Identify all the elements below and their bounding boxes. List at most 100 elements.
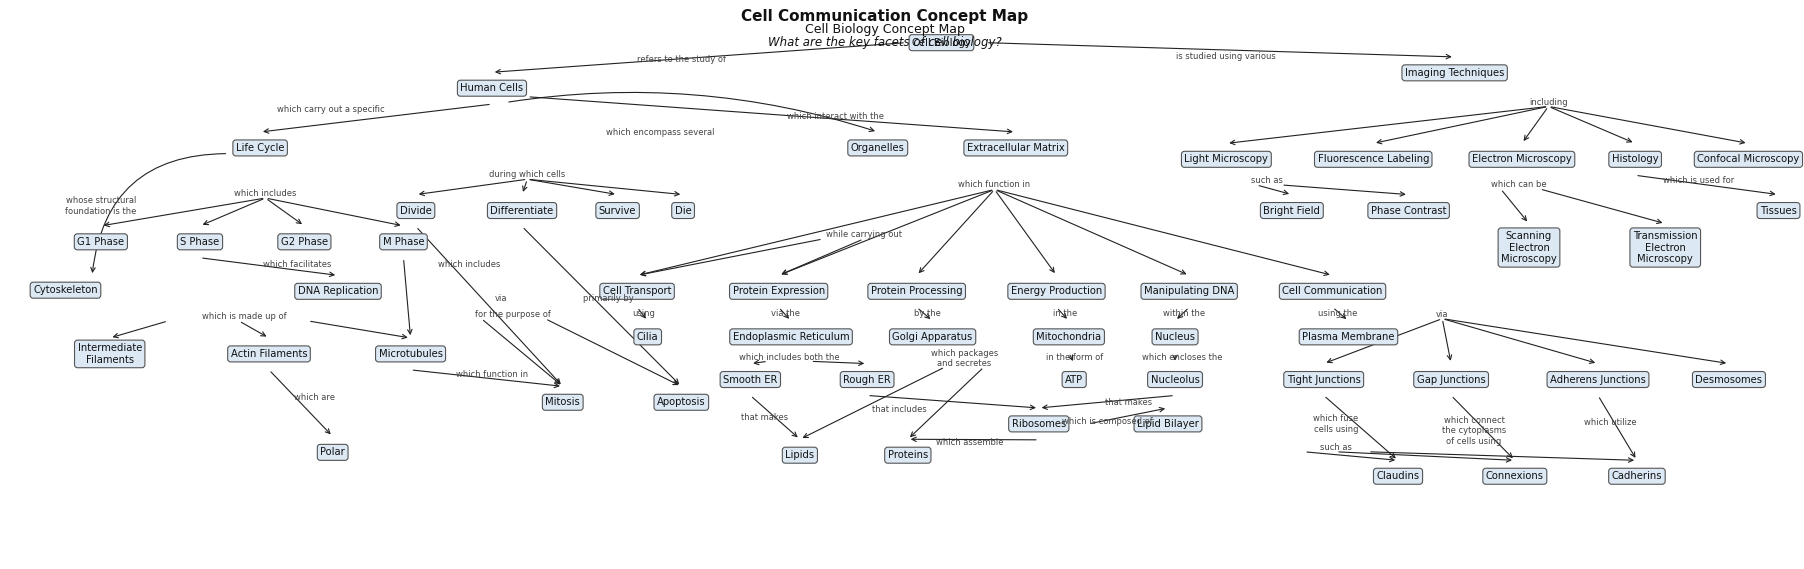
Text: in the: in the xyxy=(1054,309,1077,318)
Text: Intermediate
Filaments: Intermediate Filaments xyxy=(78,343,143,365)
Text: which assemble: which assemble xyxy=(936,438,1003,447)
Text: Lipid Bilayer: Lipid Bilayer xyxy=(1137,419,1200,429)
Text: Electron Microscopy: Electron Microscopy xyxy=(1472,154,1571,164)
Text: Actin Filaments: Actin Filaments xyxy=(231,349,307,359)
Text: Smooth ER: Smooth ER xyxy=(723,374,778,385)
Text: What are the key facets of cell biology?: What are the key facets of cell biology? xyxy=(769,36,1001,49)
Text: such as: such as xyxy=(1321,443,1351,452)
Text: that includes: that includes xyxy=(871,405,927,414)
Text: by the: by the xyxy=(915,309,940,318)
Text: which is used for: which is used for xyxy=(1663,176,1734,185)
Text: Rough ER: Rough ER xyxy=(842,374,891,385)
Text: which is composed of: which is composed of xyxy=(1063,417,1153,426)
Text: which encompass several: which encompass several xyxy=(606,127,714,137)
Text: Cell Biology Concept Map: Cell Biology Concept Map xyxy=(805,23,965,36)
Text: Confocal Microscopy: Confocal Microscopy xyxy=(1698,154,1800,164)
Text: Human Cells: Human Cells xyxy=(460,83,523,93)
Text: Phase Contrast: Phase Contrast xyxy=(1371,205,1447,216)
Text: Apoptosis: Apoptosis xyxy=(657,397,705,407)
Text: Imaging Techniques: Imaging Techniques xyxy=(1405,68,1505,78)
Text: which carry out a specific: which carry out a specific xyxy=(278,105,384,114)
Text: Survive: Survive xyxy=(599,205,637,216)
Text: whose structural
foundation is the: whose structural foundation is the xyxy=(65,196,137,216)
Text: which includes: which includes xyxy=(235,189,296,198)
Text: S Phase: S Phase xyxy=(180,237,220,247)
Text: Manipulating DNA: Manipulating DNA xyxy=(1144,286,1234,296)
Text: ATP: ATP xyxy=(1064,374,1082,385)
Text: Nucleolus: Nucleolus xyxy=(1151,374,1200,385)
Text: Desmosomes: Desmosomes xyxy=(1696,374,1763,385)
Text: which function in: which function in xyxy=(456,370,529,379)
Text: Claudins: Claudins xyxy=(1376,471,1420,481)
Text: Transmission
Electron
Microscopy: Transmission Electron Microscopy xyxy=(1633,231,1698,264)
Text: which utilize: which utilize xyxy=(1584,418,1636,427)
Text: Cytoskeleton: Cytoskeleton xyxy=(32,285,97,295)
Text: Nucleus: Nucleus xyxy=(1155,332,1194,342)
Text: which function in: which function in xyxy=(958,180,1030,189)
Text: Cell Communication Concept Map: Cell Communication Concept Map xyxy=(741,9,1028,23)
Text: is studied using various: is studied using various xyxy=(1176,52,1275,61)
Text: Cell Biology: Cell Biology xyxy=(913,38,971,48)
Text: via: via xyxy=(1436,310,1449,319)
Text: M Phase: M Phase xyxy=(382,237,424,247)
Text: Differentiate: Differentiate xyxy=(491,205,554,216)
Text: Extracellular Matrix: Extracellular Matrix xyxy=(967,143,1064,153)
Text: Endoplasmic Reticulum: Endoplasmic Reticulum xyxy=(732,332,850,342)
Text: that makes: that makes xyxy=(741,413,788,422)
Text: Cell Communication: Cell Communication xyxy=(1283,286,1382,296)
Text: refers to the study of: refers to the study of xyxy=(637,55,725,64)
Text: Cell Transport: Cell Transport xyxy=(603,286,671,296)
Text: within the: within the xyxy=(1164,309,1205,318)
Text: Fluorescence Labeling: Fluorescence Labeling xyxy=(1317,154,1429,164)
Text: Plasma Membrane: Plasma Membrane xyxy=(1302,332,1394,342)
Text: Lipids: Lipids xyxy=(785,450,814,460)
Text: Connexions: Connexions xyxy=(1486,471,1544,481)
Text: Proteins: Proteins xyxy=(888,450,927,460)
Text: Protein Processing: Protein Processing xyxy=(871,286,963,296)
Text: Tissues: Tissues xyxy=(1761,205,1797,216)
Text: such as: such as xyxy=(1252,176,1283,185)
Text: which includes: which includes xyxy=(438,259,500,269)
Text: Mitochondria: Mitochondria xyxy=(1035,332,1102,342)
Text: Ribosomes: Ribosomes xyxy=(1012,419,1066,429)
Text: Polar: Polar xyxy=(321,447,345,457)
Text: primarily by: primarily by xyxy=(583,294,635,303)
Text: during which cells: during which cells xyxy=(489,170,565,179)
Text: Bright Field: Bright Field xyxy=(1263,205,1321,216)
Text: while carrying out: while carrying out xyxy=(826,230,902,239)
Text: using: using xyxy=(633,309,655,318)
Text: which can be: which can be xyxy=(1490,180,1546,189)
Text: which packages
and secretes: which packages and secretes xyxy=(931,349,998,368)
Text: Energy Production: Energy Production xyxy=(1010,286,1102,296)
Text: in the form of: in the form of xyxy=(1046,353,1102,362)
Text: Microtubules: Microtubules xyxy=(379,349,442,359)
Text: which interact with the: which interact with the xyxy=(787,112,884,121)
Text: using the: using the xyxy=(1319,309,1358,318)
Text: including: including xyxy=(1530,98,1568,107)
Text: DNA Replication: DNA Replication xyxy=(298,286,379,296)
Text: Die: Die xyxy=(675,205,691,216)
Text: Tight Junctions: Tight Junctions xyxy=(1286,374,1360,385)
Text: via the: via the xyxy=(772,309,801,318)
Text: which are: which are xyxy=(294,393,336,402)
Text: Organelles: Organelles xyxy=(851,143,904,153)
Text: for the purpose of: for the purpose of xyxy=(474,310,552,319)
Text: Histology: Histology xyxy=(1611,154,1658,164)
Text: Cilia: Cilia xyxy=(637,332,658,342)
Text: which fuse
cells using: which fuse cells using xyxy=(1313,414,1358,434)
Text: Adherens Junctions: Adherens Junctions xyxy=(1550,374,1645,385)
Text: which includes both the: which includes both the xyxy=(740,353,839,362)
Text: which facilitates: which facilitates xyxy=(263,260,332,269)
Text: Golgi Apparatus: Golgi Apparatus xyxy=(893,332,972,342)
Text: G2 Phase: G2 Phase xyxy=(281,237,328,247)
Text: Gap Junctions: Gap Junctions xyxy=(1416,374,1485,385)
Text: Cadherins: Cadherins xyxy=(1611,471,1661,481)
Text: Life Cycle: Life Cycle xyxy=(236,143,285,153)
Text: that makes: that makes xyxy=(1106,398,1153,407)
Text: Light Microscopy: Light Microscopy xyxy=(1185,154,1268,164)
Text: Mitosis: Mitosis xyxy=(545,397,581,407)
Text: Protein Expression: Protein Expression xyxy=(732,286,824,296)
Text: which connect
the cytoplasms
of cells using: which connect the cytoplasms of cells us… xyxy=(1441,416,1506,446)
Text: which is made up of: which is made up of xyxy=(202,312,287,321)
Text: via: via xyxy=(494,294,507,303)
